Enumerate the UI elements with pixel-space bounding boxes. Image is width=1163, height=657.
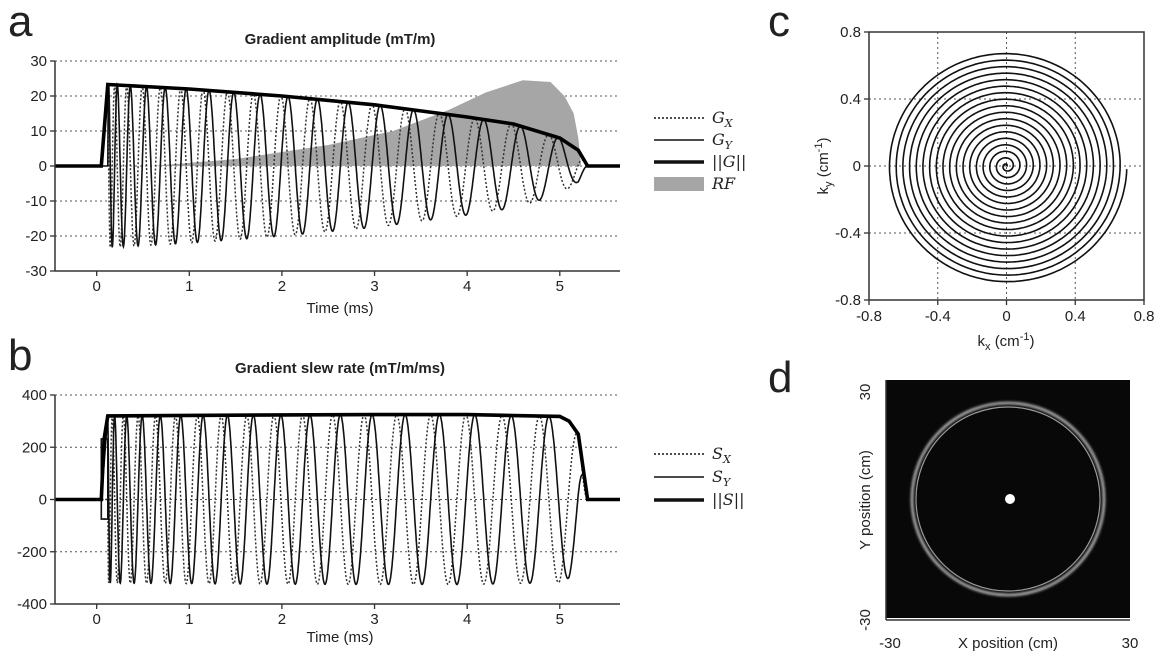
gnorm-series-line [55, 82, 620, 168]
a-x-tick-label: 5 [556, 278, 564, 295]
panel-a-curves [55, 82, 620, 250]
panel-a-x-label: Time (ms) [307, 300, 374, 317]
panel-label-d: d [768, 353, 792, 402]
a-y-tick-label: 20 [30, 88, 47, 105]
a-y-tick-label: -10 [25, 193, 47, 210]
legend-label-2: ||G|| [712, 152, 746, 171]
legend-label-1: GY [712, 130, 734, 152]
a-x-tick-label: 2 [278, 278, 286, 295]
rf-series-area [152, 80, 582, 166]
panel-a-y-ticks: 30 20 10 0 -10 -20 -30 [25, 53, 55, 280]
panel-b-y-ticks: 400 200 0 -200 -400 [17, 387, 55, 613]
rf-area [152, 80, 582, 166]
a-x-tick-label: 4 [463, 278, 471, 295]
gx-series-line [55, 82, 620, 249]
c-x-tick-label: 0.4 [1065, 308, 1086, 325]
c-y-tick-label: 0.8 [840, 24, 861, 41]
sy-series-line [55, 413, 620, 586]
b-y-tick-label: 0 [39, 492, 47, 509]
c-y-tick-label: -0.4 [835, 225, 861, 242]
a-y-tick-label: 0 [39, 158, 47, 175]
panel-b-x-ticks: 0 1 2 3 4 5 [93, 604, 564, 628]
a-y-tick-label: 10 [30, 123, 47, 140]
panel-d-x-label: X position (cm) [958, 635, 1058, 652]
panel-d-x-max: 30 [1122, 635, 1139, 652]
c-y-tick-label: 0 [853, 158, 861, 175]
panel-c-x-label: kx (cm-1) [978, 331, 1035, 353]
a-x-tick-label: 3 [370, 278, 378, 295]
center-dot [1005, 494, 1015, 504]
panel-label-c: c [768, 0, 790, 46]
panel-c-y-ticks: 0.8 0.4 0 -0.4 -0.8 [835, 24, 869, 309]
k-space-spiral [888, 52, 1128, 283]
legend-label-0: GX [712, 108, 734, 130]
b-x-tick-label: 3 [370, 611, 378, 628]
panel-d-y-min: -30 [857, 609, 874, 631]
panel-a-x-ticks: 0 1 2 3 4 5 [93, 271, 564, 295]
b-x-tick-label: 1 [185, 611, 193, 628]
legend-label-3: RF [711, 174, 736, 193]
c-x-tick-label: 0.8 [1134, 308, 1155, 325]
a-y-tick-label: -30 [25, 263, 47, 280]
c-y-tick-label: 0.4 [840, 91, 861, 108]
phantom-ring-inner [915, 406, 1101, 592]
b-x-tick-label: 0 [93, 611, 101, 628]
legend-b-label-0: SX [712, 444, 732, 466]
panel-c-y-label: ky (cm-1) [813, 138, 835, 195]
panel-a-title: Gradient amplitude (mT/m) [245, 31, 436, 48]
panel-b-curves [55, 412, 620, 586]
b-x-tick-label: 4 [463, 611, 471, 628]
panel-a: a Gradient amplitude (mT/m) 3020100-10-2… [8, 0, 746, 317]
legend-rf-swatch [654, 177, 704, 191]
panel-c-x-ticks: -0.8 -0.4 0 0.4 0.8 [856, 300, 1154, 325]
a-x-tick-label: 1 [185, 278, 193, 295]
panel-b-x-label: Time (ms) [307, 629, 374, 646]
c-x-tick-label: -0.4 [925, 308, 951, 325]
spiral-trajectory [888, 52, 1128, 283]
legend-b-label-2: ||S|| [712, 490, 745, 509]
b-y-tick-label: -200 [17, 544, 47, 561]
panel-d-y-label: Y position (cm) [857, 450, 874, 550]
panel-c-grid [869, 32, 1144, 300]
b-y-tick-label: 200 [22, 439, 47, 456]
b-y-tick-label: -400 [17, 596, 47, 613]
panel-b-title: Gradient slew rate (mT/m/ms) [235, 360, 445, 377]
panel-d-x-min: -30 [879, 635, 901, 652]
panel-b: b Gradient slew rate (mT/m/ms) 400 200 0 -2… [8, 331, 745, 646]
panel-label-b: b [8, 331, 32, 380]
sx-series-line [55, 413, 620, 586]
panel-d: d X position (cm) -30 30 Y position (cm)… [768, 353, 1138, 652]
a-x-tick-label: 0 [93, 278, 101, 295]
phantom-ring [910, 401, 1106, 597]
panel-d-y-max: 30 [857, 384, 874, 401]
panel-c: c 0.8 0.4 0 -0.4 -0.8 -0.8 -0.4 0 0.4 0.8 kx (cm… [768, 0, 1154, 353]
b-x-tick-label: 2 [278, 611, 286, 628]
c-x-tick-label: 0 [1002, 308, 1010, 325]
a-y-tick-label: -20 [25, 228, 47, 245]
b-x-tick-label: 5 [556, 611, 564, 628]
c-y-tick-label: -0.8 [835, 292, 861, 309]
panel-label-a: a [8, 0, 33, 46]
snorm-series-line [55, 412, 620, 502]
legend-b-label-1: SY [712, 467, 732, 489]
b-y-tick-label: 400 [22, 387, 47, 404]
c-x-tick-label: -0.8 [856, 308, 882, 325]
a-y-tick-label: 30 [30, 53, 47, 70]
